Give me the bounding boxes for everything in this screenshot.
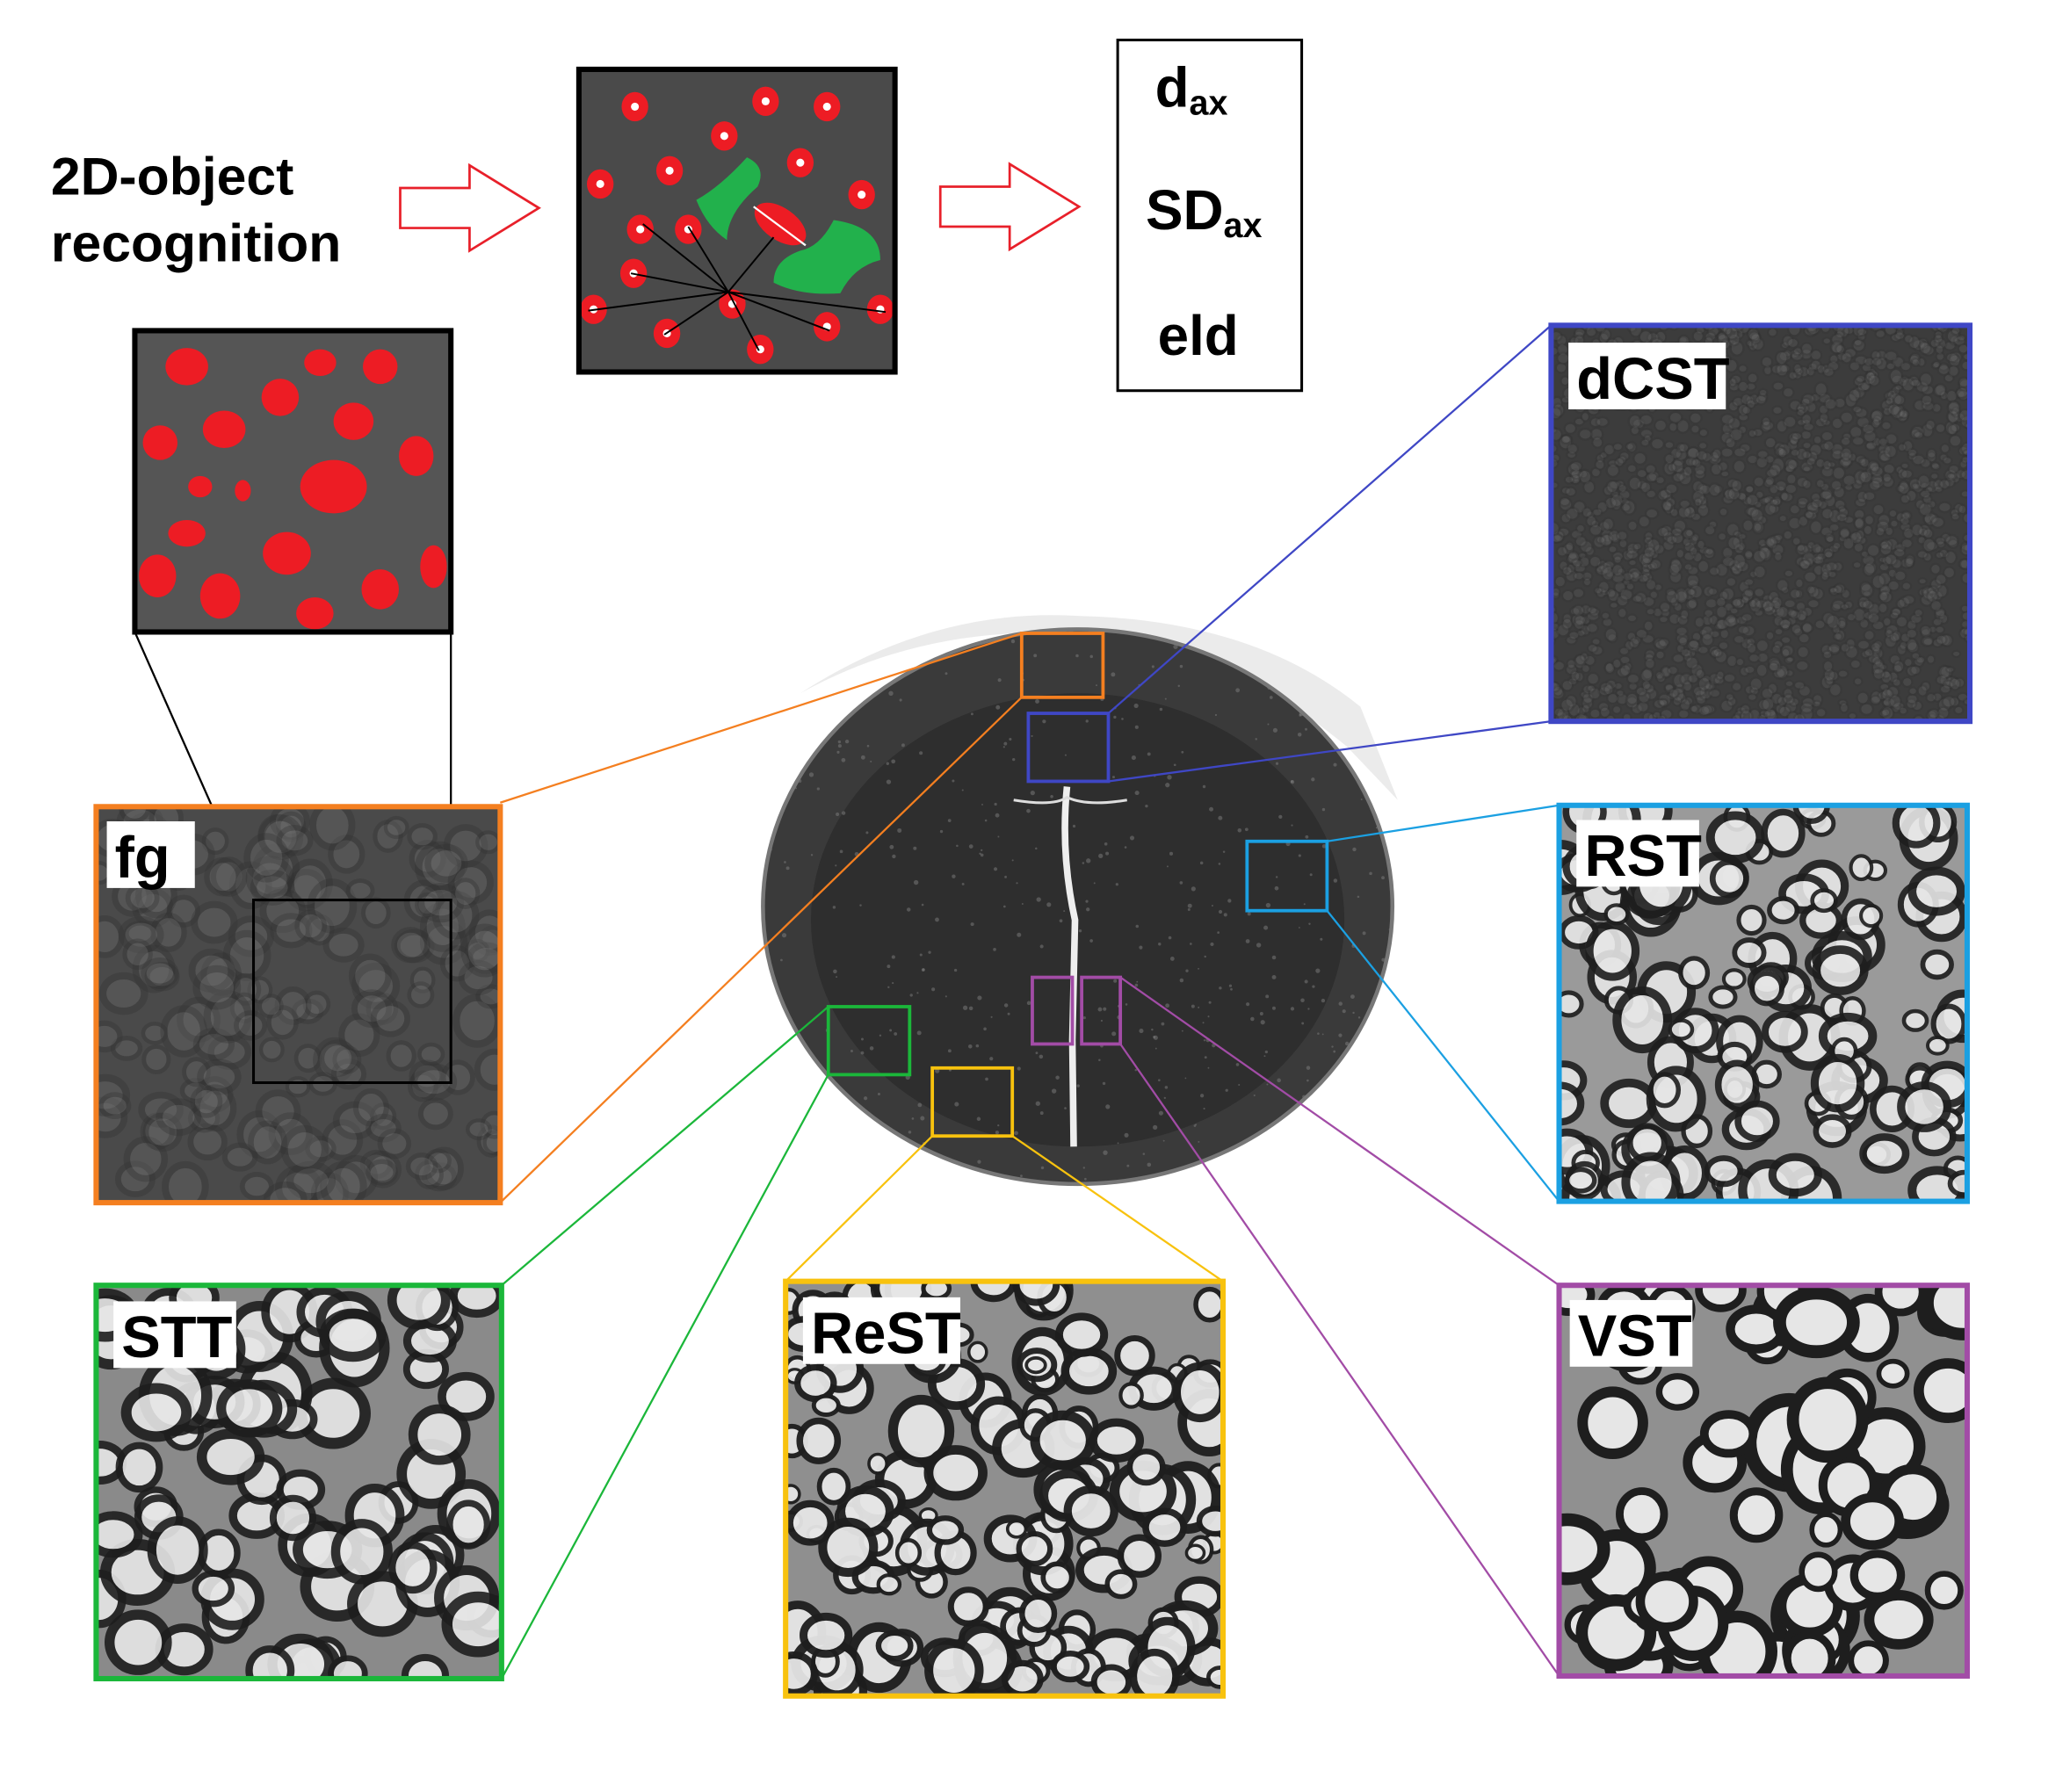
- zoom-region-box: [252, 899, 452, 1085]
- output-sdax: SDax: [1146, 178, 1263, 245]
- panel-label-fg: fg: [115, 826, 170, 891]
- output-eld: eld: [1158, 304, 1239, 367]
- panel-label-VST: VST: [1578, 1304, 1692, 1369]
- micrograph-panel-dCST: dCST: [1548, 322, 1973, 725]
- spinal-cord-section: [761, 615, 1398, 1187]
- output-parameters-box: dax SDax eld: [1116, 39, 1304, 393]
- panel-label-background: [802, 1297, 960, 1364]
- panel-label-ReST: ReST: [811, 1302, 961, 1367]
- micrograph-panel-fg: fg: [93, 804, 503, 1206]
- micrograph-panel-ReST: ReST: [783, 1278, 1227, 1699]
- panel-label-background: [1568, 343, 1726, 409]
- arrow-right-icon: [938, 162, 1082, 252]
- micrograph-panel-VST: VST: [1556, 1283, 1971, 1679]
- arrow-right-icon: [399, 163, 541, 253]
- micrograph-panel-RST: RST: [1556, 802, 1971, 1204]
- region-markers: [499, 324, 1560, 1680]
- panel-label-background: [106, 821, 195, 888]
- step-label-line1: 2D-object: [51, 147, 294, 206]
- panel-label-background: [113, 1301, 236, 1369]
- micrograph-panel-STT: STT: [93, 1283, 504, 1682]
- output-dax: dax: [1155, 55, 1228, 122]
- panel-label-background: [1576, 820, 1699, 887]
- panel-label-STT: STT: [121, 1305, 232, 1370]
- panel-label-dCST: dCST: [1576, 347, 1730, 412]
- segmentation-image: [132, 328, 454, 635]
- panel-label-background: [1569, 1299, 1693, 1367]
- step-label-line2: recognition: [51, 213, 341, 272]
- analysis-image: [575, 66, 898, 375]
- panel-label-RST: RST: [1584, 824, 1702, 889]
